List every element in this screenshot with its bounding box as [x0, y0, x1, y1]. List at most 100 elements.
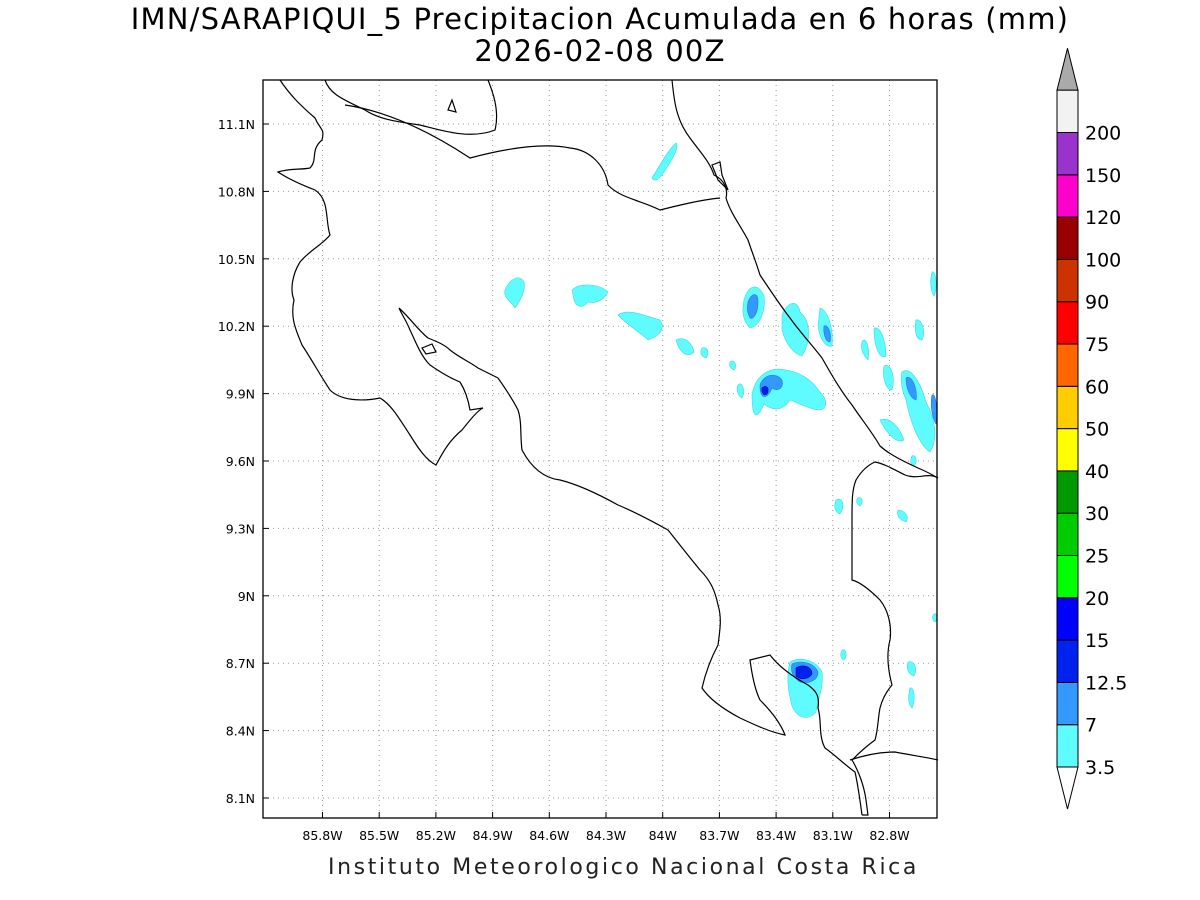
chira-island [421, 343, 437, 355]
caribbean-island [711, 161, 729, 191]
colorbar-segment [1056, 639, 1079, 683]
colorbar-under-arrow [1056, 766, 1079, 810]
lat-tick-label: 10.5N [218, 252, 255, 267]
lat-tick-label: 9.3N [226, 521, 255, 536]
lat-tick-label: 9.6N [226, 454, 255, 469]
precip-area-caribbean-2 [781, 303, 809, 357]
caribbean-coast [671, 79, 939, 479]
map-grid [263, 80, 937, 818]
lon-tick-label: 84W [649, 828, 677, 843]
colorbar-segment [1056, 724, 1079, 768]
coastlines [276, 79, 939, 816]
precip-area-south-2 [856, 497, 863, 507]
precip-core-caribbean-3 [823, 325, 831, 343]
precip-area-small-2 [729, 360, 736, 371]
colorbar-segment [1056, 597, 1079, 641]
colorbar-label: 100 [1085, 249, 1121, 271]
precip-area-east-1 [861, 339, 869, 361]
precip-area-east-6 [914, 319, 924, 341]
precip-area-band-1 [504, 277, 525, 309]
lake-island [447, 98, 457, 113]
colorbar-segment [1056, 681, 1079, 726]
colorbar-segment [1056, 216, 1079, 260]
pacific-coast [497, 377, 863, 816]
nicoya-coast-north [291, 189, 484, 466]
footer-credit: Instituto Meteorologico Nacional Costa R… [328, 855, 919, 880]
lake-nicaragua-shore [324, 79, 498, 135]
axis-ticks: 85.8W 85.5W 85.2W 84.9W 84.6W 84.3W 84W 83.7W 83… [218, 117, 910, 843]
colorbar-segment [1056, 512, 1079, 557]
precip-area-north-streak [651, 142, 678, 181]
lon-tick-label: 85.5W [359, 828, 399, 843]
colorbar: 3.5 7 12.5 15 20 25 30 40 50 60 75 90 100 120 150 200 [1056, 48, 1127, 810]
nicaragua-west-coast [276, 79, 324, 191]
colorbar-segment [1056, 385, 1079, 430]
colorbar-segment [1056, 258, 1079, 303]
colorbar-label: 20 [1085, 588, 1109, 610]
precip-area-band-2 [571, 284, 609, 307]
precip-area-east-3 [883, 365, 894, 391]
colorbar-label: 60 [1085, 376, 1109, 398]
map-title: IMN/SARAPIQUI_5 Precipitacion Acumulada … [130, 2, 1070, 36]
map-datetime: 2026-02-08 00Z [474, 34, 726, 68]
colorbar-label: 25 [1085, 546, 1109, 568]
colorbar-segment [1056, 343, 1079, 387]
colorbar-segment [1056, 174, 1079, 218]
gulf-nicoya [398, 307, 499, 411]
colorbar-label: 7 [1085, 715, 1097, 737]
precip-area-east-2 [873, 327, 887, 358]
colorbar-segment [1056, 132, 1079, 176]
precip-area-south-1 [834, 498, 844, 515]
precip-core-east [905, 377, 917, 401]
colorbar-label: 75 [1085, 334, 1109, 356]
precip-area-band-3 [617, 311, 663, 341]
colorbar-label: 150 [1085, 165, 1121, 187]
lon-tick-label: 83.4W [756, 828, 796, 843]
colorbar-label: 90 [1085, 292, 1109, 314]
lat-tick-label: 9N [238, 589, 255, 604]
colorbar-segment [1056, 428, 1079, 472]
colorbar-segment [1056, 470, 1079, 514]
lon-tick-label: 84.6W [529, 828, 569, 843]
lat-tick-label: 11.1N [218, 117, 255, 132]
precip-max-central [761, 386, 769, 395]
lon-tick-label: 83.7W [699, 828, 739, 843]
colorbar-segment [1056, 301, 1079, 345]
precip-area-east-4 [879, 418, 905, 442]
precip-area-small-1 [736, 383, 744, 399]
lon-tick-label: 83.1W [813, 828, 853, 843]
panama-border [851, 461, 939, 816]
lat-tick-label: 10.2N [218, 319, 255, 334]
precip-area-east-7 [930, 271, 937, 297]
lon-tick-label: 84.3W [586, 828, 626, 843]
colorbar-segment [1056, 555, 1079, 599]
colorbar-segment [1056, 89, 1079, 133]
panama-south-coast [849, 751, 939, 761]
precip-area-band-4 [675, 338, 695, 355]
colorbar-label: 12.5 [1085, 672, 1127, 694]
lon-tick-label: 85.2W [416, 828, 456, 843]
lat-tick-label: 8.7N [226, 656, 255, 671]
colorbar-label: 50 [1085, 419, 1109, 441]
colorbar-label: 15 [1085, 630, 1109, 652]
map-frame [262, 79, 938, 819]
colorbar-label: 3.5 [1085, 757, 1115, 779]
lat-tick-label: 8.4N [226, 724, 255, 739]
lon-tick-label: 84.9W [472, 828, 512, 843]
precip-area-south-7 [908, 687, 915, 709]
precip-core-caribbean-1 [747, 294, 759, 319]
colorbar-label: 30 [1085, 503, 1109, 525]
lat-tick-label: 9.9N [226, 387, 255, 402]
precipitation-areas [504, 142, 938, 718]
colorbar-label: 200 [1085, 123, 1121, 145]
precip-area-band-5 [700, 347, 709, 359]
lon-tick-label: 85.8W [302, 828, 342, 843]
colorbar-over-arrow [1056, 48, 1079, 91]
lat-tick-label: 8.1N [226, 791, 255, 806]
colorbar-label: 120 [1085, 207, 1121, 229]
precip-area-south-3 [897, 509, 908, 523]
lat-tick-label: 10.8N [218, 184, 255, 199]
precip-area-south-4 [932, 613, 938, 623]
lon-tick-label: 82.8W [869, 828, 909, 843]
precip-area-south-6 [906, 661, 916, 677]
